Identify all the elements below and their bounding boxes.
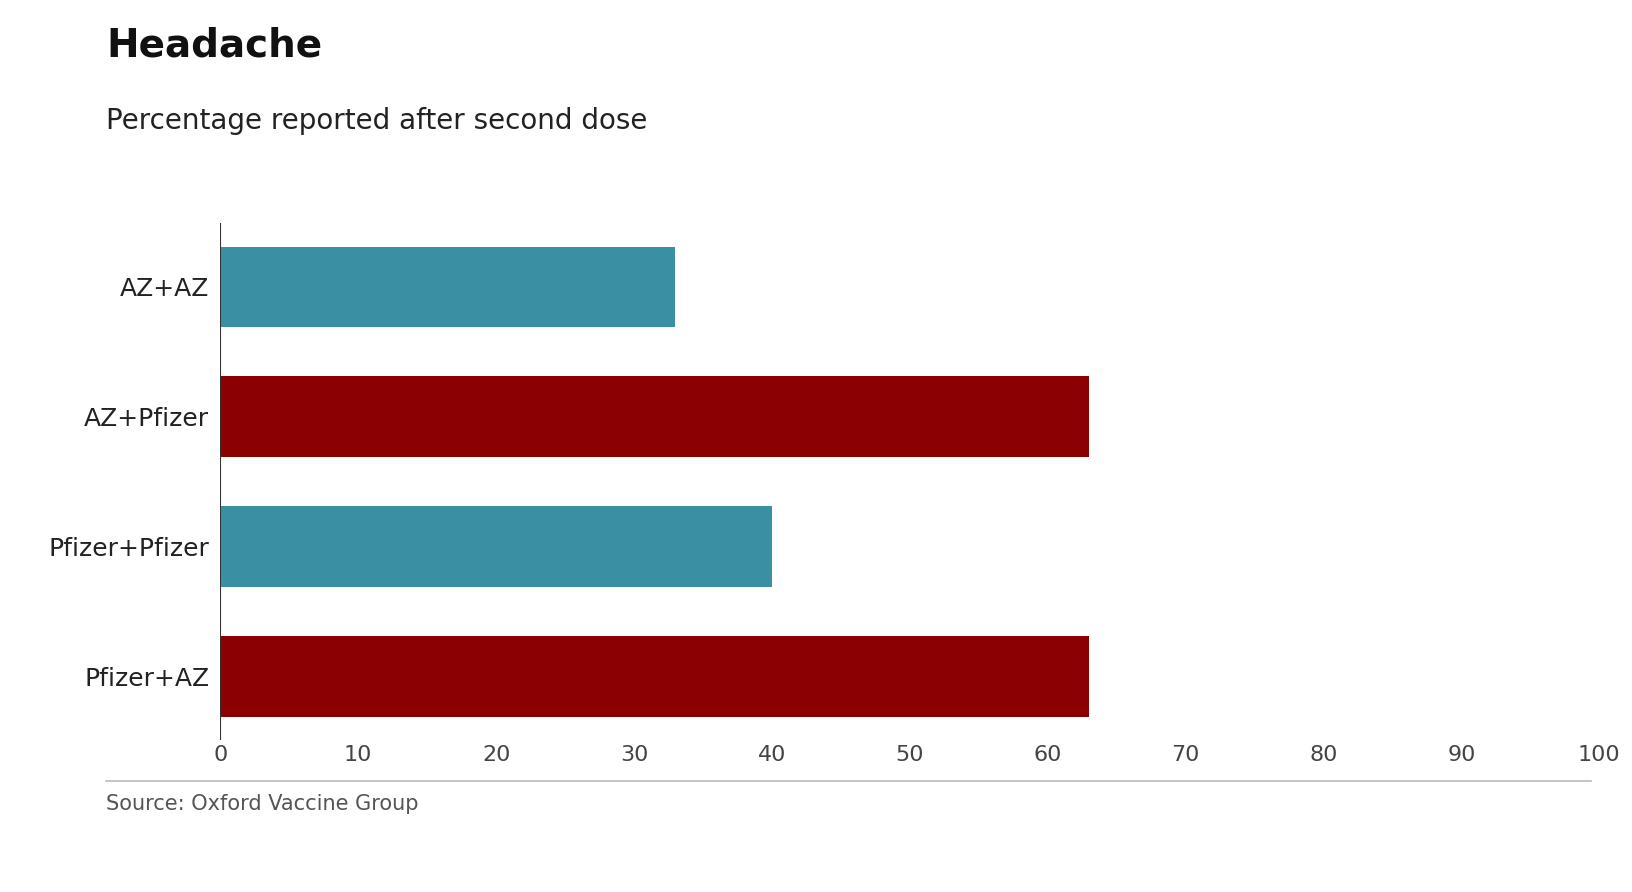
Text: C: C xyxy=(1578,818,1591,837)
Text: B: B xyxy=(1528,818,1541,837)
Bar xyxy=(220,636,1089,717)
Text: Source: Oxford Vaccine Group: Source: Oxford Vaccine Group xyxy=(106,794,418,814)
Text: Headache: Headache xyxy=(106,27,322,65)
Bar xyxy=(220,376,1089,457)
Bar xyxy=(220,246,676,327)
Text: Percentage reported after second dose: Percentage reported after second dose xyxy=(106,107,648,135)
Text: B: B xyxy=(1477,818,1490,837)
Bar xyxy=(220,507,772,587)
